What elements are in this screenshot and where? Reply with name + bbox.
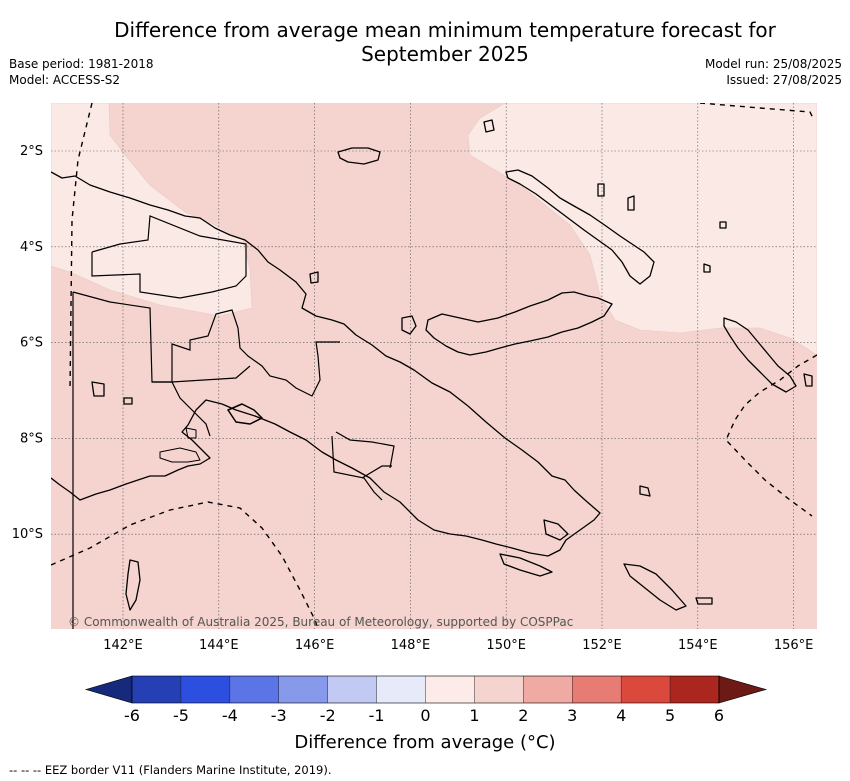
manus-island-coastline — [337, 147, 381, 165]
colorbar-tick-labels: -6 -5 -4 -3 -2 -1 0 1 2 3 4 5 6 — [124, 706, 724, 725]
colorbar-tick-label: -3 — [271, 706, 287, 725]
longitude-label: 156°E — [774, 638, 814, 653]
colorbar-tick-label: 5 — [665, 706, 675, 725]
model-run: Model run: 25/08/2025 — [704, 57, 842, 71]
longitude-label: 154°E — [678, 638, 718, 653]
colorbar-tick-label: 3 — [567, 706, 577, 725]
map-title: Difference from average mean minimum tem… — [80, 18, 810, 66]
longitude-labels: 142°E 144°E 146°E 148°E 150°E 152°E 154°E 156°E — [103, 638, 813, 653]
colorbar-segment — [474, 676, 524, 703]
colorbar-tick-label: -1 — [369, 706, 385, 725]
issued-date: Issued: 27/08/2025 — [726, 73, 842, 87]
longitude-label: 152°E — [582, 638, 622, 653]
new-britain-coastline — [425, 291, 613, 356]
colorbar-tick-label: -2 — [320, 706, 336, 725]
eez-east — [725, 354, 817, 517]
eez-west — [69, 103, 93, 391]
metadata-right: Model run: 25/08/2025 Issued: 27/08/2025 — [705, 56, 842, 88]
colorbar-extend-high — [718, 675, 768, 704]
title-line-2: September 2025 — [361, 42, 529, 66]
colorbar-tick-label: 4 — [616, 706, 626, 725]
colorbar-segment — [278, 676, 328, 703]
colorbar-segment — [376, 676, 426, 703]
latitude-label: 6°S — [20, 336, 43, 351]
model-name: Model: ACCESS-S2 — [9, 73, 121, 87]
longitude-label: 142°E — [103, 638, 143, 653]
metadata-left: Base period: 1981-2018 Model: ACCESS-S2 — [9, 56, 154, 88]
latitude-label: 8°S — [20, 431, 43, 446]
colorbar-tick-label: 0 — [420, 706, 430, 725]
colorbar-segment — [621, 676, 671, 703]
latitude-label: 2°S — [20, 144, 43, 159]
latitude-label: 4°S — [20, 240, 43, 255]
latitude-labels: 2°S 4°S 6°S 8°S 10°S — [12, 144, 43, 542]
colorbar-tick-label: -5 — [173, 706, 189, 725]
base-period: Base period: 1981-2018 — [9, 57, 154, 71]
colorbar-tick-label: 1 — [469, 706, 479, 725]
eez-south — [51, 501, 319, 629]
coastlines — [51, 119, 813, 611]
longitude-label: 148°E — [391, 638, 431, 653]
colorbar-extend-low — [84, 675, 133, 704]
latitude-label: 10°S — [12, 527, 43, 542]
colorbar-segment — [572, 676, 622, 703]
colorbar-segment — [523, 676, 573, 703]
anomaly-0-to-1-region-northeast — [467, 103, 817, 356]
eez-north — [699, 103, 815, 121]
colorbar-segment — [670, 676, 719, 703]
gridlines — [51, 103, 817, 629]
colorbar-segment — [132, 676, 181, 703]
new-guinea-coastline — [51, 171, 601, 557]
eez-legend-note: -- -- -- EEZ border V11 (Flanders Marine… — [9, 763, 332, 777]
map-panel: © Commonwealth of Australia 2025, Bureau… — [51, 103, 817, 629]
copyright-notice: © Commonwealth of Australia 2025, Bureau… — [68, 615, 573, 629]
new-ireland-coastline — [505, 169, 655, 285]
colorbar-tick-label: 6 — [714, 706, 724, 725]
bougainville-coastline — [723, 317, 797, 393]
title-line-1: Difference from average mean minimum tem… — [114, 18, 776, 42]
longitude-label: 150°E — [486, 638, 526, 653]
longitude-label: 144°E — [199, 638, 239, 653]
colorbar-segment — [327, 676, 377, 703]
colorbar-tick-label: -6 — [124, 706, 140, 725]
colorbar-segment — [425, 676, 475, 703]
colorbar-segment — [180, 676, 230, 703]
colorbar-segment — [229, 676, 279, 703]
colorbar-title: Difference from average (°C) — [294, 732, 556, 753]
eez-borders — [51, 103, 817, 629]
colorbar-tick-label: 2 — [518, 706, 528, 725]
colorbar — [84, 675, 768, 704]
longitude-label: 146°E — [295, 638, 335, 653]
borders — [72, 215, 395, 629]
colorbar-tick-label: -4 — [222, 706, 238, 725]
